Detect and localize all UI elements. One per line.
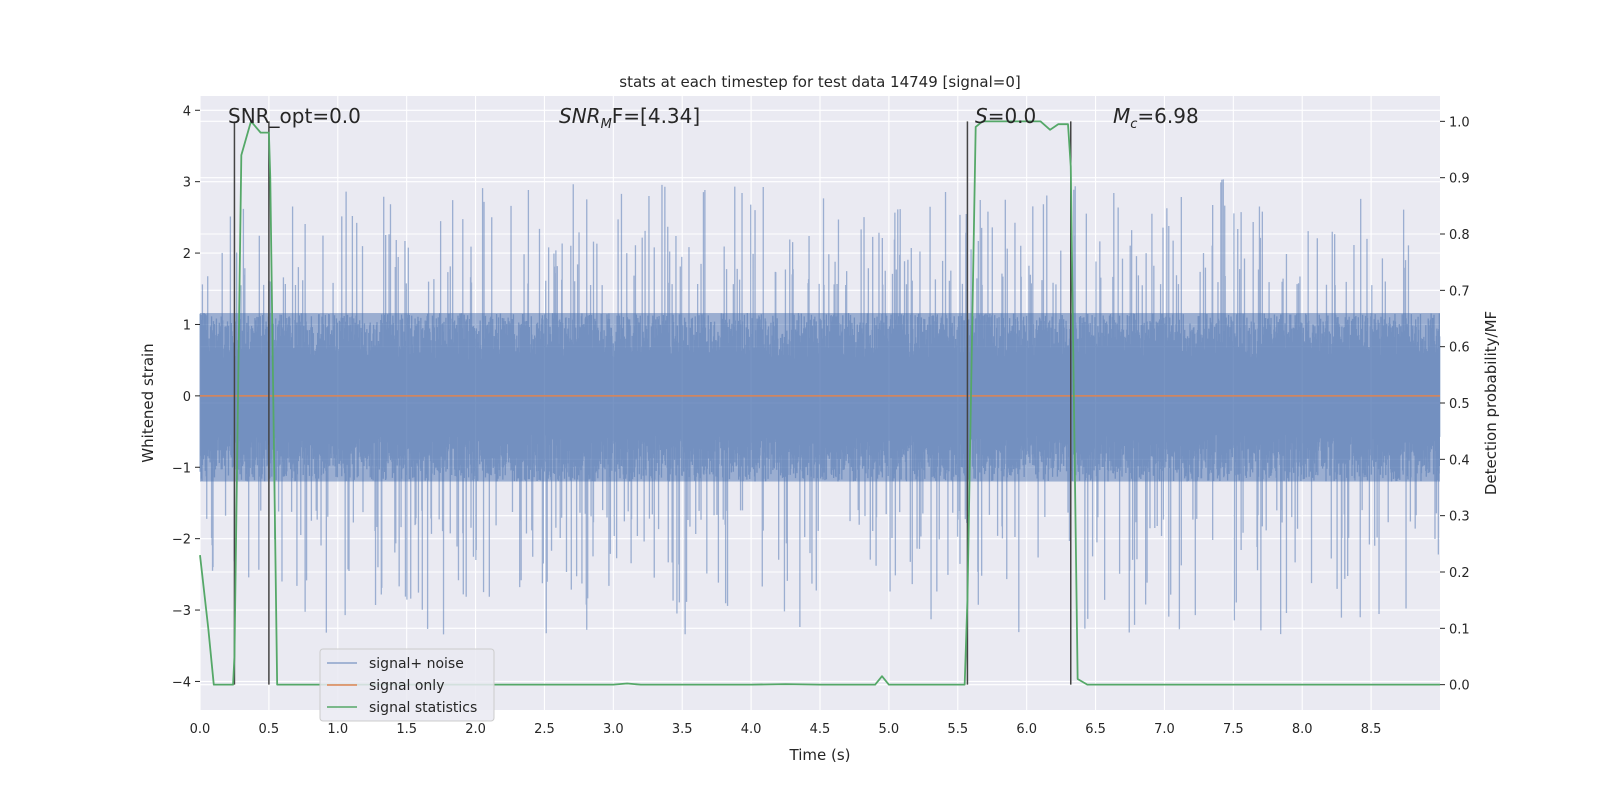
y-axis-label-left: Whitened strain	[139, 343, 157, 462]
y-left-tick-label: 0	[183, 390, 191, 405]
annotation-s-rest: =0.0	[988, 104, 1037, 128]
x-tick-label: 1.0	[327, 722, 348, 737]
annotation-snr-mf-rest: F=[4.34]	[612, 104, 700, 128]
y-right-tick-label: 0.8	[1449, 228, 1470, 243]
series-signal-statistics	[199, 120, 1440, 686]
annotation-mc-main: M	[1113, 104, 1130, 128]
x-tick-label: 7.0	[1154, 722, 1175, 737]
y-axis-label-right: Detection probability/MF	[1482, 311, 1500, 495]
x-tick-label: 1.5	[396, 722, 417, 737]
y-left-tick-label: −4	[172, 675, 191, 690]
y-right-tick-label: 0.2	[1449, 566, 1470, 581]
x-tick-label: 4.5	[810, 722, 831, 737]
annotation-snr-opt: SNR_opt=0.0	[228, 104, 361, 128]
annotation-snr-mf: SNRMF=[4.34]	[559, 104, 700, 132]
legend-label-signal-only: signal only	[369, 678, 444, 694]
annotation-mc-sub: c	[1130, 117, 1137, 132]
x-tick-label: 2.0	[465, 722, 486, 737]
x-tick-label: 0.0	[190, 722, 211, 737]
y-right-tick-label: 0.6	[1449, 341, 1470, 356]
series-signal-noise	[199, 179, 1441, 635]
y-left-tick-label: 1	[183, 318, 191, 333]
annotation-s: S=0.0	[975, 104, 1036, 128]
annotation-mc: Mc=6.98	[1113, 104, 1199, 132]
y-right-tick-label: 0.4	[1449, 453, 1470, 468]
x-tick-label: 7.5	[1223, 722, 1244, 737]
annotation-snr-mf-main: SNR	[559, 104, 601, 128]
y-left-tick-label: −2	[172, 533, 191, 548]
legend-box	[319, 648, 495, 722]
annotation-mc-rest: =6.98	[1137, 104, 1198, 128]
annotation-snr-mf-sub: M	[601, 117, 612, 132]
x-tick-label: 8.0	[1292, 722, 1313, 737]
x-tick-label: 6.0	[1016, 722, 1037, 737]
legend: signal+ noise signal only signal statist…	[319, 648, 495, 722]
y-left-tick-label: −3	[172, 604, 191, 619]
y-left-tick-label: 4	[183, 104, 191, 119]
x-tick-label: 3.5	[672, 722, 693, 737]
legend-label-signal-noise: signal+ noise	[369, 656, 464, 672]
tick-labels: 0.0 0.5 1.0 1.5 2.0 2.5 3.0 3.5 4.0 4.5 5.0 5.5 6.0 6…	[172, 104, 1470, 737]
x-tick-label: 0.5	[259, 722, 280, 737]
x-tick-label: 6.5	[1085, 722, 1106, 737]
signal-statistics-line	[199, 120, 1440, 686]
x-axis-label: Time (s)	[789, 746, 851, 764]
y-right-tick-label: 1.0	[1449, 115, 1470, 130]
y-right-tick-label: 0.5	[1449, 397, 1470, 412]
noise-lower-trace	[199, 395, 1441, 635]
x-tick-label: 3.0	[603, 722, 624, 737]
x-tick-label: 5.5	[947, 722, 968, 737]
y-right-tick-label: 0.9	[1449, 172, 1470, 187]
x-tick-label: 2.5	[534, 722, 555, 737]
y-right-tick-label: 0.3	[1449, 510, 1470, 525]
y-right-tick-label: 0.7	[1449, 284, 1470, 299]
y-left-tick-label: −1	[172, 461, 191, 476]
x-tick-label: 8.5	[1361, 722, 1382, 737]
chart-title: stats at each timestep for test data 147…	[619, 73, 1020, 91]
y-right-tick-label: 0.0	[1449, 679, 1470, 694]
legend-label-signal-statistics: signal statistics	[369, 700, 477, 716]
y-left-tick-label: 3	[183, 176, 191, 191]
y-left-tick-label: 2	[183, 247, 191, 262]
x-tick-label: 4.0	[741, 722, 762, 737]
x-tick-label: 5.0	[879, 722, 900, 737]
noise-upper-trace	[199, 179, 1441, 396]
annotation-s-main: S	[975, 104, 988, 128]
y-right-tick-label: 0.1	[1449, 622, 1470, 637]
